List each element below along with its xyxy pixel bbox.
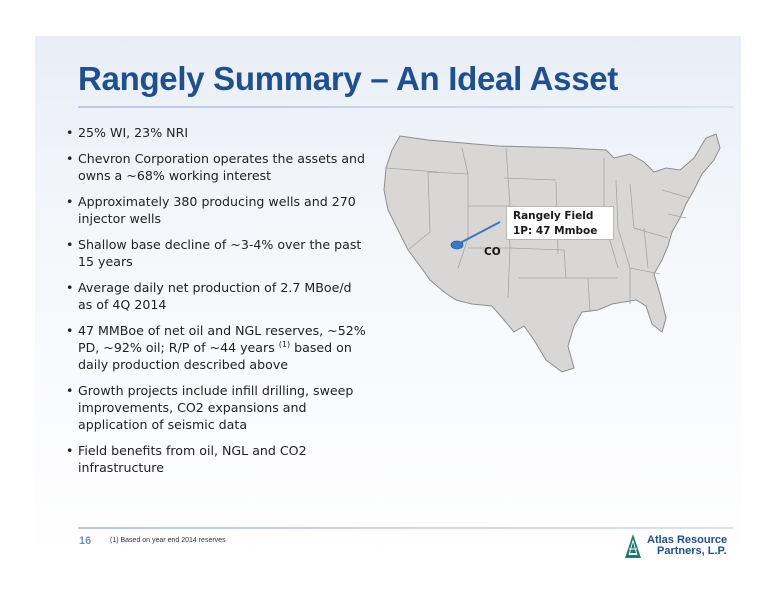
bullet-text-tail: based on daily production described abov…	[78, 340, 352, 372]
bullet-dot: •	[66, 383, 74, 398]
logo-line-2: Partners, L.P.	[657, 545, 727, 557]
logo-wordmark: Atlas Resource Partners, L.P.	[647, 535, 727, 557]
bullet-text: Chevron Corporation operates the assets …	[78, 151, 366, 183]
bullet-text: Shallow base decline of ~3-4% over the p…	[78, 237, 362, 269]
bullet-dot: •	[66, 443, 74, 458]
bullet-text: Average daily net production of 2.7 MBoe…	[78, 280, 352, 312]
footnote-ref: (1)	[278, 340, 291, 349]
bullet-dot: •	[66, 237, 74, 252]
callout-reserves: 1P: 47 Mmboe	[513, 225, 598, 237]
bullet-text: Growth projects include infill drilling,…	[78, 383, 354, 432]
bullet-item: • Approximately 380 producing wells and 2…	[66, 193, 366, 227]
bullet-item: • Chevron Corporation operates the assets…	[66, 150, 366, 184]
bullet-item: • Shallow base decline of ~3-4% over the …	[66, 236, 366, 270]
bullet-dot: •	[66, 194, 74, 209]
bullet-item: • 25% WI, 23% NRI	[66, 124, 366, 141]
location-pin-icon	[450, 221, 501, 250]
page-title: Rangely Summary – An Ideal Asset	[78, 60, 618, 97]
company-logo: Atlas Resource Partners, L.P.	[623, 533, 731, 559]
callout-field-name: Rangely Field	[513, 210, 594, 222]
derrick-icon	[625, 534, 641, 558]
bullet-text: 25% WI, 23% NRI	[78, 125, 189, 140]
us-map	[383, 133, 721, 373]
bullet-dot: •	[66, 125, 74, 140]
bullet-item: • Field benefits from oil, NGL and CO2 in…	[66, 442, 366, 476]
page-number: 16	[79, 535, 92, 547]
bullet-dot: •	[66, 151, 74, 166]
bullet-text: Field benefits from oil, NGL and CO2 inf…	[78, 443, 307, 475]
footer-divider	[78, 527, 733, 529]
logo-line-1: Atlas Resource	[647, 534, 728, 546]
bullet-item: • 47 MMBoe of net oil and NGL reserves, ~…	[66, 322, 366, 373]
bullet-text: Approximately 380 producing wells and 27…	[78, 194, 356, 226]
state-label-co: CO	[484, 246, 501, 258]
bullet-item: • Growth projects include infill drilling…	[66, 382, 366, 433]
footnote: (1) Based on year end 2014 reserves	[110, 537, 226, 544]
bullet-dot: •	[66, 323, 74, 338]
bullet-item: • Average daily net production of 2.7 MBo…	[66, 279, 366, 313]
map-callout: Rangely Field 1P: 47 Mmboe	[506, 206, 614, 240]
bullet-text: 47 MMBoe of net oil and NGL reserves, ~5…	[78, 323, 366, 355]
bullet-list: • 25% WI, 23% NRI • Chevron Corporation op…	[66, 124, 366, 485]
bullet-dot: •	[66, 280, 74, 295]
us-landmass	[383, 133, 721, 373]
title-divider	[78, 106, 733, 108]
